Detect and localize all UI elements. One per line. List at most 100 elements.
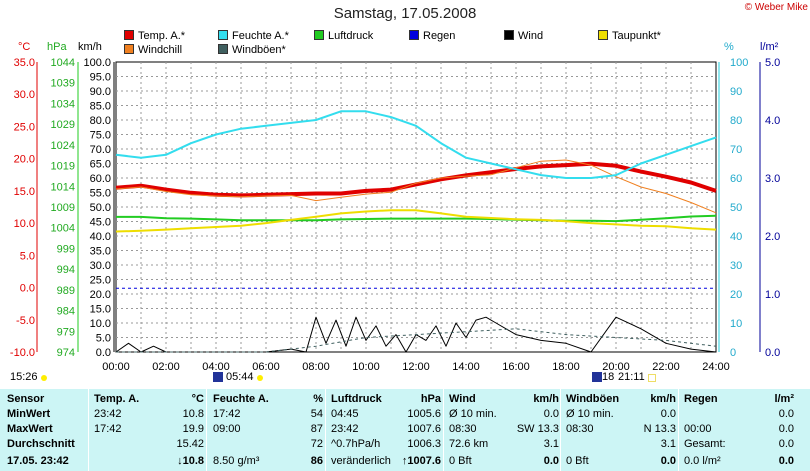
legend-swatch — [218, 44, 228, 54]
table-cell-value: 0.0 — [660, 408, 676, 420]
table-header: Temp. A. — [94, 393, 140, 405]
legend-item-pressure: Luftdruck — [314, 30, 373, 42]
tick-label: 25.0 — [90, 275, 111, 287]
table-cell-value: 86 — [310, 455, 323, 467]
table-cell: 08:30 — [449, 423, 477, 435]
table-cell-value: 1005.6 — [407, 408, 441, 420]
pressure-axis-unit: hPa — [47, 41, 67, 53]
column-divider — [560, 389, 561, 471]
tick-label: 1019 — [51, 161, 75, 173]
statistics-table: Sensor MinWert MaxWert Durchschnitt 17.0… — [0, 389, 810, 471]
tick-label: 0.0 — [20, 283, 35, 295]
table-cell: ^0.7hPa/h — [331, 438, 381, 450]
tick-label: 1024 — [51, 140, 75, 152]
tick-label: 15.0 — [90, 304, 111, 316]
tick-label: 5.0 — [96, 333, 111, 345]
table-cell-value: 87 — [310, 423, 323, 435]
table-row-label: MaxWert — [7, 423, 53, 435]
legend-label: Temp. A.* — [138, 30, 186, 42]
table-header-unit: hPa — [420, 393, 441, 405]
tick-label: 984 — [57, 306, 75, 318]
tick-label: 100.0 — [83, 57, 111, 69]
legend-label: Luftdruck — [328, 30, 374, 42]
table-cell: 23:42 — [331, 423, 359, 435]
tick-label: 1039 — [51, 78, 75, 90]
table-cell-value: ↓10.8 — [177, 455, 204, 467]
table-header-unit: km/h — [533, 393, 559, 405]
x-tick-label: 10:00 — [352, 361, 380, 373]
table-cell-value: 0.0 — [543, 408, 559, 420]
tick-label: 95.0 — [90, 72, 111, 84]
sun-marker-icon — [257, 375, 263, 381]
table-cell-value: 1007.6 — [407, 423, 441, 435]
legend-label: Feuchte A.* — [232, 30, 289, 42]
tick-label: 2.0 — [765, 231, 780, 243]
table-cell: 0 Bft — [566, 455, 589, 467]
table-row-label: Durchschnitt — [7, 438, 75, 450]
tick-label: 35.0 — [90, 246, 111, 258]
moon-icon — [648, 374, 656, 382]
legend-label: Wind — [518, 30, 544, 42]
tick-label: 30.0 — [14, 89, 35, 101]
humidity-axis-unit: % — [724, 41, 734, 53]
table-cell: 0 Bft — [449, 455, 472, 467]
tick-label: 10.0 — [90, 318, 111, 330]
sunset-time: 21:11 — [618, 371, 645, 383]
legend-item-rain: Regen — [409, 30, 455, 42]
x-tick-label: 16:00 — [502, 361, 530, 373]
table-header-unit: °C — [191, 393, 204, 405]
tick-label: 979 — [57, 326, 75, 338]
table-header-unit: km/h — [650, 393, 676, 405]
table-cell: 23:42 — [94, 408, 122, 420]
column-divider — [206, 389, 207, 471]
series-layer — [115, 110, 717, 353]
tick-label: 4.0 — [765, 115, 780, 127]
copyright-label: © Weber Mike — [744, 2, 808, 13]
x-tick-label: 12:00 — [402, 361, 430, 373]
tick-label: 1004 — [51, 223, 75, 235]
tick-label: 10 — [730, 318, 742, 330]
table-cell-value: 0.0 — [778, 455, 794, 467]
legend-label: Regen — [423, 30, 456, 42]
tick-label: 1029 — [51, 119, 75, 131]
tick-label: 50.0 — [90, 202, 111, 214]
legend-swatch — [598, 30, 608, 40]
tick-label: 90 — [730, 86, 742, 98]
x-tick-label: 00:00 — [102, 361, 130, 373]
tick-label: 1044 — [51, 57, 75, 69]
tick-label: 3.0 — [765, 173, 780, 185]
legend-item-wind: Wind — [504, 30, 543, 42]
legend-swatch — [314, 30, 324, 40]
table-cell: 08:30 — [566, 423, 594, 435]
table-cell: veränderlich — [331, 455, 391, 467]
axes-layer: -10.0 -5.0 0.0 5.0 10.0 15.0 20.0 25.0 30.0 35.0 9… — [10, 57, 780, 373]
table-header: Wind — [449, 393, 476, 405]
tick-label: 40 — [730, 231, 742, 243]
tick-label: -5.0 — [16, 315, 35, 327]
tick-label: 60.0 — [90, 173, 111, 185]
tick-label: 70.0 — [90, 144, 111, 156]
table-cell-value: 19.9 — [182, 423, 204, 435]
table-cell: 17:42 — [213, 408, 241, 420]
table-row-label: 17.05. 23:42 — [7, 455, 69, 467]
sunset-icon — [592, 372, 602, 382]
tick-label: 5.0 — [765, 57, 780, 69]
table-cell-value: 0.0 — [543, 455, 559, 467]
table-cell-value: 54 — [310, 408, 323, 420]
legend-label: Windböen* — [232, 44, 286, 56]
x-tick-label: 20:00 — [602, 361, 630, 373]
x-tick-label: 04:00 — [202, 361, 230, 373]
tick-label: 20 — [730, 289, 742, 301]
tick-label: 60 — [730, 173, 742, 185]
legend-swatch — [124, 44, 134, 54]
table-cell-value: 0.0 — [778, 408, 794, 420]
table-cell: 17:42 — [94, 423, 122, 435]
tick-label: 80 — [730, 115, 742, 127]
table-cell-value: ↑1007.6 — [401, 455, 441, 467]
x-tick-label: 08:00 — [302, 361, 330, 373]
x-tick-label: 18:00 — [552, 361, 580, 373]
tick-label: 35.0 — [14, 57, 35, 69]
series-line — [116, 328, 717, 353]
tick-label: -10.0 — [10, 347, 35, 359]
sunrise-icon — [213, 372, 223, 382]
